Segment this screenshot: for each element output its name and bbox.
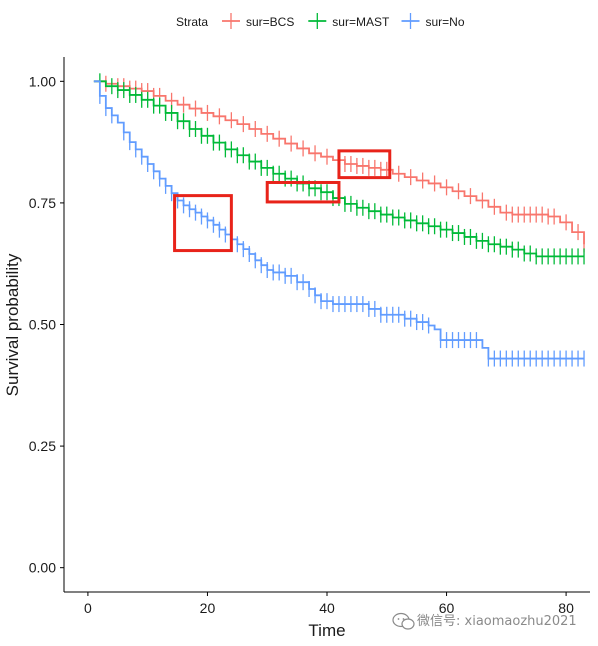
highlight-box [265, 180, 341, 204]
x-axis-label: Time [308, 621, 345, 640]
survival-curve [93, 80, 585, 245]
legend-label: sur=No [426, 15, 465, 29]
plot-area [93, 73, 585, 367]
series-surmast [93, 73, 585, 265]
y-tick-label: 0.50 [29, 317, 56, 333]
y-tick-label: 0.75 [29, 195, 56, 211]
legend-item: sur=MAST [308, 13, 390, 29]
x-tick-label: 80 [558, 600, 574, 616]
highlight-box [173, 194, 233, 253]
watermark-text: 微信号: xiaomaozhu2021 [417, 614, 577, 629]
legend-label: sur=MAST [332, 15, 390, 29]
x-tick-label: 20 [200, 600, 216, 616]
y-axis-label: Survival probability [3, 253, 22, 396]
y-tick-label: 0.25 [29, 438, 56, 454]
survival-curve [93, 80, 585, 360]
legend-item: sur=No [401, 13, 465, 29]
x-tick-label: 0 [84, 600, 92, 616]
legend-title: Strata [176, 15, 208, 29]
annotation-boxes [173, 149, 392, 253]
wechat-icon [392, 612, 415, 630]
legend: Strata sur=BCS sur=MAST sur=No [176, 13, 465, 29]
y-tick-label: 0.00 [29, 560, 56, 576]
watermark: 微信号: xiaomaozhu2021 [392, 612, 577, 630]
axes: 0.00 0.25 0.50 0.75 1.00 0 20 40 60 80 [29, 57, 590, 616]
legend-label: sur=BCS [246, 15, 294, 29]
highlight-box [337, 149, 392, 180]
x-tick-label: 40 [319, 600, 335, 616]
legend-item: sur=BCS [222, 13, 294, 29]
x-tick-label: 60 [439, 600, 455, 616]
series-surno [93, 80, 585, 367]
y-tick-label: 1.00 [29, 73, 56, 89]
